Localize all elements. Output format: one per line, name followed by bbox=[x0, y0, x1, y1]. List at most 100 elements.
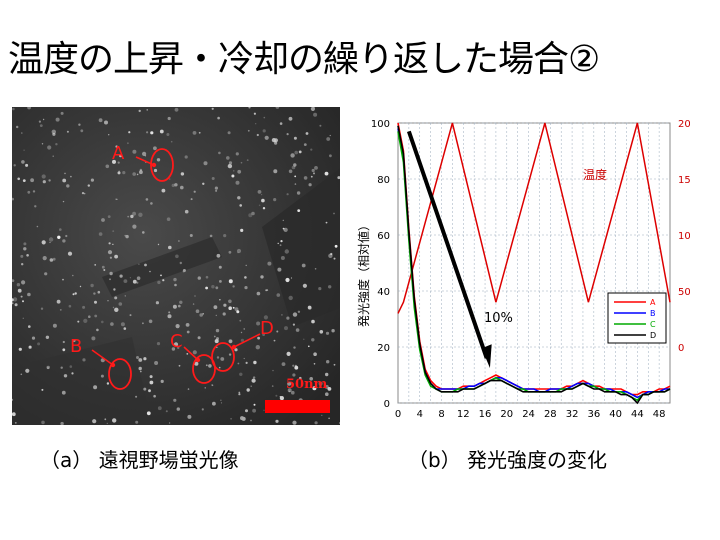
fluorescent-dot bbox=[209, 234, 213, 238]
fluorescent-dot bbox=[318, 287, 322, 291]
fluorescent-dot bbox=[41, 388, 44, 391]
spot-arrow bbox=[183, 346, 199, 361]
fluorescent-dot bbox=[275, 419, 279, 423]
fluorescent-dot bbox=[41, 143, 44, 145]
fluorescent-dot bbox=[215, 189, 218, 192]
fluorescent-dot bbox=[90, 178, 94, 182]
fluorescent-dot bbox=[12, 279, 15, 282]
fluorescent-dot bbox=[330, 252, 333, 256]
fluorescent-dot bbox=[274, 141, 278, 145]
fluorescent-dot bbox=[117, 161, 120, 164]
fluorescent-dot bbox=[245, 409, 248, 413]
fluorescent-dot bbox=[175, 324, 180, 329]
fluorescent-dot bbox=[264, 135, 269, 140]
fluorescent-dot bbox=[232, 306, 235, 309]
fluorescent-dot bbox=[212, 401, 216, 406]
fluorescent-dot bbox=[286, 193, 289, 196]
fluorescent-dot bbox=[279, 396, 284, 401]
fluorescent-dot bbox=[307, 305, 312, 310]
fluorescent-dot bbox=[253, 403, 256, 406]
fluorescent-dot bbox=[62, 278, 64, 281]
fluorescent-dot bbox=[185, 323, 190, 327]
annotation-label: 10% bbox=[484, 311, 513, 326]
fluorescent-dot bbox=[263, 409, 265, 411]
fluorescent-dot bbox=[337, 176, 340, 180]
fluorescent-dot bbox=[310, 107, 315, 111]
fluorescent-dot bbox=[314, 268, 317, 270]
fluorescent-dot bbox=[174, 107, 179, 112]
fluorescent-dot bbox=[114, 254, 118, 259]
y2-tick-label: 200 bbox=[678, 119, 690, 130]
fluorescent-dot bbox=[305, 132, 309, 135]
fluorescent-dot bbox=[327, 387, 332, 391]
fluorescent-dot bbox=[281, 314, 283, 316]
fluorescent-dot bbox=[228, 353, 232, 356]
spot-arrow bbox=[233, 333, 261, 348]
fluorescent-dot bbox=[280, 240, 283, 243]
fluorescent-dot bbox=[172, 304, 177, 309]
fluorescent-dot bbox=[202, 313, 204, 315]
fluorescent-dot bbox=[311, 168, 315, 173]
x-tick-label: 32 bbox=[566, 409, 579, 420]
y2-tick-label: 50 bbox=[678, 287, 690, 298]
fluorescent-dot bbox=[52, 132, 56, 136]
fluorescent-dot bbox=[256, 291, 261, 296]
fluorescent-dot bbox=[292, 364, 295, 367]
fluorescent-dot bbox=[96, 328, 99, 332]
fluorescent-dot bbox=[192, 131, 197, 135]
fluorescent-dot bbox=[146, 109, 148, 111]
fluorescent-dot bbox=[205, 364, 208, 367]
fluorescent-dot bbox=[49, 258, 54, 262]
fluorescent-dot bbox=[149, 380, 154, 385]
fluorescent-dot bbox=[122, 171, 126, 175]
fluorescent-dot bbox=[248, 107, 251, 109]
fluorescent-dot bbox=[145, 198, 149, 201]
fluorescent-dot bbox=[138, 109, 141, 113]
fluorescent-dot bbox=[213, 305, 218, 310]
fluorescent-dot bbox=[329, 134, 331, 137]
fluorescent-dot bbox=[333, 257, 336, 260]
fluorescent-dot bbox=[176, 407, 180, 411]
fluorescent-dot bbox=[189, 234, 193, 237]
spot-label: D bbox=[260, 318, 274, 339]
fluorescent-dot bbox=[318, 381, 323, 386]
fluorescent-dot bbox=[192, 303, 195, 305]
fluorescent-dot bbox=[328, 285, 332, 289]
fluorescent-dot bbox=[273, 339, 276, 342]
fluorescent-dot bbox=[59, 228, 62, 231]
fluorescent-dot bbox=[101, 265, 105, 269]
fluorescent-dot bbox=[62, 239, 66, 243]
fluorescent-dot bbox=[179, 300, 183, 304]
fluorescent-dot bbox=[324, 171, 329, 176]
fluorescent-dot bbox=[230, 417, 233, 420]
fluorescent-dot bbox=[62, 348, 66, 352]
x-tick-label: 24 bbox=[522, 409, 535, 420]
fluorescent-dot bbox=[258, 204, 261, 207]
fluorescent-dot bbox=[69, 365, 73, 368]
fluorescent-dot bbox=[135, 395, 138, 398]
y-axis-label: 発光強度（相対値） bbox=[356, 219, 371, 327]
fluorescent-dot bbox=[240, 161, 243, 164]
fluorescent-dot bbox=[220, 402, 223, 404]
fluorescent-dot bbox=[173, 277, 177, 282]
fluorescent-dot bbox=[180, 172, 185, 176]
fluorescent-dot bbox=[310, 148, 313, 151]
fluorescent-dot bbox=[21, 160, 25, 164]
fluorescent-dot bbox=[277, 267, 282, 272]
fluorescent-dot bbox=[295, 328, 300, 332]
fluorescent-dot bbox=[314, 166, 318, 170]
x-tick-label: 12 bbox=[457, 409, 470, 420]
fluorescent-dot bbox=[90, 283, 94, 288]
fluorescent-dot bbox=[120, 322, 125, 327]
fluorescent-dot bbox=[326, 137, 331, 141]
fluorescent-dot bbox=[240, 338, 244, 342]
fluorescent-dot bbox=[72, 274, 74, 277]
fluorescent-dot bbox=[197, 276, 201, 280]
y-tick-label: 0 bbox=[384, 399, 390, 410]
fluorescent-dot bbox=[123, 279, 128, 283]
fluorescent-dot bbox=[118, 302, 123, 306]
y-tick-label: 20 bbox=[377, 343, 390, 354]
fluorescent-dot bbox=[27, 107, 31, 110]
fluorescent-dot bbox=[288, 169, 293, 174]
fluorescent-dot bbox=[65, 234, 68, 238]
